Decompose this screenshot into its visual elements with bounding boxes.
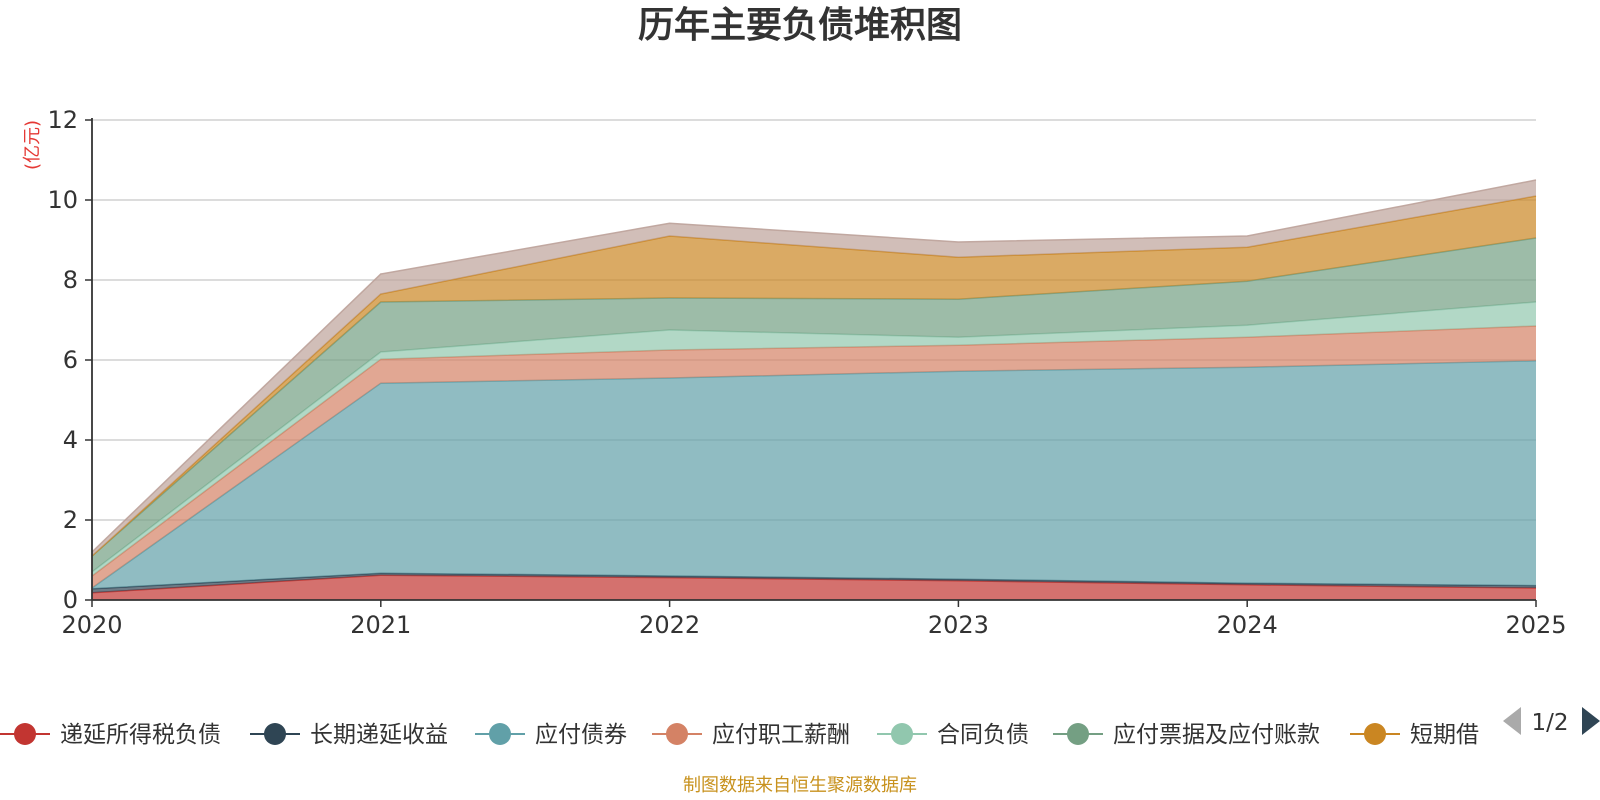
- legend-item-2[interactable]: 长期递延收益: [250, 722, 448, 748]
- y-tick-label: 4: [63, 426, 78, 454]
- legend-label: 长期递延收益: [310, 722, 448, 748]
- area-series-7: [92, 196, 1536, 556]
- x-tick-label: 2021: [350, 611, 411, 639]
- legend-circle-icon: [489, 723, 511, 745]
- y-tick-label: 6: [63, 346, 78, 374]
- x-tick-label: 2024: [1217, 611, 1278, 639]
- area-series-3: [92, 360, 1536, 589]
- x-tick-label: 2022: [639, 611, 700, 639]
- chart-title: 历年主要负债堆积图: [638, 5, 962, 46]
- area-series-4: [92, 326, 1536, 588]
- legend-label: 递延所得税负债: [60, 722, 221, 748]
- legend-page-indicator: 1/2: [1531, 710, 1568, 736]
- area-series-line-8: [91, 179, 1537, 553]
- legend-item-6[interactable]: 应付票据及应付账款: [1053, 722, 1320, 748]
- legend-item-5[interactable]: 合同负债: [877, 722, 1029, 748]
- y-tick-label: 10: [47, 186, 78, 214]
- legend-label: 应付职工薪酬: [712, 722, 850, 748]
- legend-circle-icon: [1364, 723, 1386, 745]
- legend-circle-icon: [1067, 723, 1089, 745]
- y-tick-label: 8: [63, 266, 78, 294]
- legend-item-4[interactable]: 应付职工薪酬: [652, 722, 850, 748]
- legend-prev-icon[interactable]: [1503, 707, 1521, 735]
- y-tick-label: 0: [63, 586, 78, 614]
- legend: 递延所得税负债 长期递延收益 应付债券 应付职工薪酬 合同负债 应付票据及应付账款 短期借: [0, 722, 1479, 748]
- legend-next-icon[interactable]: [1582, 707, 1600, 735]
- x-tick-label: 2025: [1505, 611, 1566, 639]
- y-axis-unit-label: (亿元): [22, 120, 43, 170]
- axes: 0 2 4 6 8 10 12 2020 2021 2022 2023 2024 2025: [47, 106, 1566, 639]
- data-source-note: 制图数据来自恒生聚源数据库: [683, 775, 917, 796]
- legend-circle-icon: [666, 723, 688, 745]
- legend-item-3[interactable]: 应付债券: [475, 722, 627, 748]
- area-series-8: [92, 180, 1536, 556]
- x-tick-label: 2020: [61, 611, 122, 639]
- area-series-1: [92, 575, 1536, 600]
- legend-pager: 1/2: [1503, 707, 1600, 736]
- legend-label: 应付票据及应付账款: [1113, 722, 1320, 748]
- legend-item-7[interactable]: 短期借: [1350, 722, 1479, 748]
- y-tick-label: 12: [47, 106, 78, 134]
- legend-label: 应付债券: [535, 722, 627, 748]
- legend-circle-icon: [891, 723, 913, 745]
- y-tick-label: 2: [63, 506, 78, 534]
- legend-label: 短期借: [1410, 722, 1479, 748]
- area-series-6: [92, 238, 1536, 572]
- x-tick-label: 2023: [928, 611, 989, 639]
- legend-circle-icon: [14, 723, 36, 745]
- legend-circle-icon: [264, 723, 286, 745]
- legend-item-1[interactable]: 递延所得税负债: [0, 722, 221, 748]
- legend-label: 合同负债: [937, 722, 1029, 748]
- area-series-group: [91, 179, 1537, 600]
- area-series-5: [92, 302, 1536, 576]
